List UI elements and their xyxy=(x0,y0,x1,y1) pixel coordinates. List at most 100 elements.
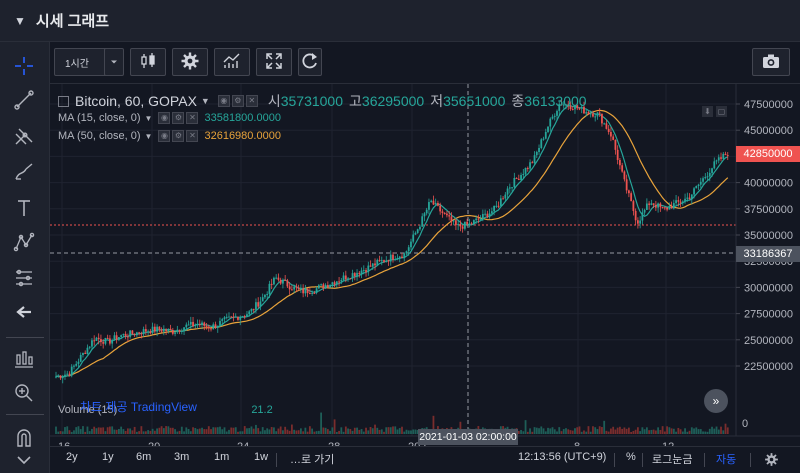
settings-button[interactable] xyxy=(172,48,208,76)
hide-toolbar-arrow-icon[interactable] xyxy=(6,298,42,326)
candle-body xyxy=(219,320,221,326)
go-to-date-button[interactable]: …로 가기 xyxy=(290,454,335,466)
symbol-legend: Bitcoin, 60, GOPAX ▼ ◉ ⚙ ✕ 시 35731000 고 … xyxy=(58,91,587,111)
candle-body xyxy=(517,178,520,180)
symbol-dropdown-icon[interactable]: ▼ xyxy=(200,96,210,106)
gear-icon[interactable]: ⚙ xyxy=(231,95,244,107)
screenshot-button[interactable] xyxy=(752,48,790,76)
fib-tool-icon[interactable] xyxy=(6,264,42,292)
reload-button[interactable] xyxy=(298,48,322,76)
eye-icon[interactable]: ◉ xyxy=(158,130,171,142)
zoom-tool-icon[interactable] xyxy=(6,379,42,407)
candle-body xyxy=(205,325,208,327)
ma15-legend: MA (15, close, 0) ▼ ◉ ⚙ ✕ 33581800.0000 xyxy=(58,112,281,124)
volume-bar xyxy=(367,430,370,434)
volume-bar xyxy=(70,431,73,434)
volume-bar xyxy=(120,426,123,434)
volume-bar xyxy=(331,427,334,434)
candle-body xyxy=(59,375,62,379)
ma50-dropdown-icon[interactable]: ▼ xyxy=(144,131,153,141)
volume-bar xyxy=(322,427,325,434)
magnet-tool-icon[interactable] xyxy=(6,424,42,452)
volume-bar xyxy=(376,427,379,434)
range-6m-button[interactable]: 6m xyxy=(136,451,152,463)
volume-bar xyxy=(699,429,702,434)
candle-body xyxy=(100,339,102,343)
candle-body xyxy=(693,188,695,195)
candle-body xyxy=(639,220,642,224)
ma50-value: 32616980.0000 xyxy=(204,130,281,142)
eye-icon[interactable]: ◉ xyxy=(158,112,171,124)
range-3m-button[interactable]: 3m xyxy=(174,451,190,463)
eye-icon[interactable]: ◉ xyxy=(217,95,230,107)
interval-dropdown-icon[interactable] xyxy=(104,48,124,76)
range-1m-button[interactable]: 1m xyxy=(214,451,230,463)
fullscreen-icon xyxy=(264,51,284,74)
candle-body xyxy=(113,335,116,341)
candle-body xyxy=(504,194,507,199)
crosshair-tool-icon[interactable] xyxy=(6,52,42,80)
volume-bar xyxy=(580,431,583,434)
expand-toolbar-chevron-icon[interactable] xyxy=(6,446,42,473)
ma15-value: 33581800.0000 xyxy=(204,112,281,124)
tradingview-attribution-link[interactable]: 차트 제공 TradingView xyxy=(80,400,197,414)
camera-icon xyxy=(761,51,781,74)
candle-body xyxy=(109,338,111,344)
indicators-button[interactable] xyxy=(214,48,250,76)
price-axis: 4750000045000000425000004000000037500000… xyxy=(736,99,793,373)
volume-bar xyxy=(223,427,226,434)
volume-bar xyxy=(342,431,345,434)
collapse-chevron-icon[interactable]: ▼ xyxy=(14,13,26,28)
ma15-dropdown-icon[interactable]: ▼ xyxy=(144,113,153,123)
trend-line-tool-icon[interactable] xyxy=(6,86,42,114)
volume-bar xyxy=(324,427,327,434)
volume-bar xyxy=(311,428,314,434)
candle-body xyxy=(201,322,203,325)
pane-maximize-icon[interactable]: ▢ xyxy=(716,106,727,117)
volume-bar xyxy=(207,426,210,434)
fullscreen-button[interactable] xyxy=(256,48,292,76)
close-icon[interactable]: ✕ xyxy=(245,95,258,107)
candle-body xyxy=(356,272,358,277)
close-icon[interactable]: ✕ xyxy=(186,112,199,124)
pattern-tool-icon[interactable] xyxy=(6,228,42,256)
high-label: 고 xyxy=(349,93,362,109)
gear-icon[interactable] xyxy=(764,452,779,472)
percent-toggle[interactable]: % xyxy=(626,451,636,463)
candle-body xyxy=(214,324,217,328)
gear-icon[interactable]: ⚙ xyxy=(172,130,185,142)
candle-body xyxy=(118,337,120,340)
volume-bar xyxy=(632,430,635,434)
text-tool-icon[interactable] xyxy=(6,194,42,222)
range-2y-button[interactable]: 2y xyxy=(66,451,78,463)
candle-body xyxy=(223,317,226,320)
volume-bar xyxy=(526,431,529,434)
close-icon[interactable]: ✕ xyxy=(186,130,199,142)
scroll-realtime-button[interactable]: » xyxy=(704,389,728,413)
pane-down-icon[interactable]: ⬇ xyxy=(702,106,713,117)
collapse-legend-icon[interactable] xyxy=(58,95,69,107)
chart-type-button[interactable] xyxy=(130,48,166,76)
candle-body xyxy=(313,292,316,294)
log-scale-toggle[interactable]: 로그눈금 xyxy=(652,454,693,466)
volume-bar xyxy=(681,431,684,434)
candle-body xyxy=(686,197,689,199)
candle-body xyxy=(180,330,183,332)
candle-body xyxy=(585,112,588,114)
range-1w-button[interactable]: 1w xyxy=(254,451,269,463)
pitchfork-tool-icon[interactable] xyxy=(6,122,42,150)
gear-icon[interactable]: ⚙ xyxy=(172,112,185,124)
chart-area[interactable]: 4750000045000000425000004000000037500000… xyxy=(50,84,800,473)
range-divider xyxy=(704,453,705,467)
brush-tool-icon[interactable] xyxy=(6,158,42,186)
volume-bar xyxy=(551,427,554,434)
range-1y-button[interactable]: 1y xyxy=(102,451,114,463)
auto-scale-toggle[interactable]: 자동 xyxy=(716,454,737,466)
candle-body xyxy=(576,105,579,109)
candle-body xyxy=(169,328,172,331)
measure-tool-icon[interactable] xyxy=(6,345,42,373)
candle-body xyxy=(416,229,419,233)
clock-readout[interactable]: 12:13:56 (UTC+9) xyxy=(518,451,607,463)
candle-body xyxy=(544,131,547,139)
volume-bar xyxy=(95,428,98,434)
